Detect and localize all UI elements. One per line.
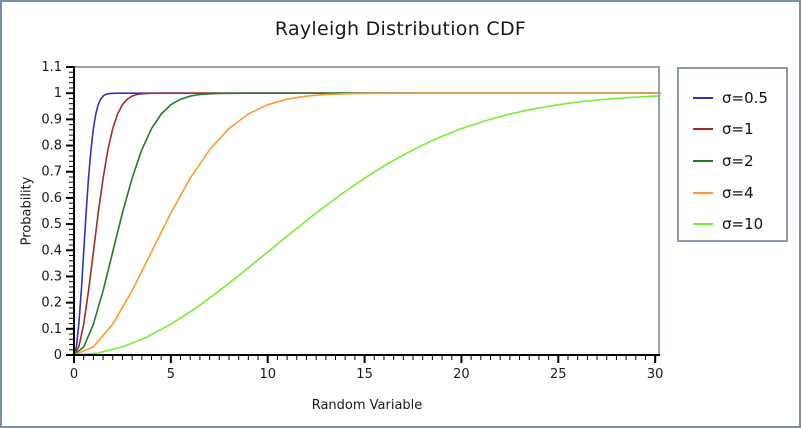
- legend-line-swatch: [693, 96, 713, 99]
- series-path-sigma-4: [73, 92, 661, 356]
- legend-item: σ=2: [693, 145, 786, 177]
- chart-title: Rayleigh Distribution CDF: [274, 18, 527, 40]
- legend-label: σ=1: [722, 120, 754, 139]
- legend-line-swatch: [693, 191, 713, 194]
- y-axis-label: Probability: [19, 176, 35, 246]
- legend-item: σ=1: [693, 114, 786, 146]
- legend-line-swatch: [693, 223, 713, 226]
- legend-label: σ=4: [722, 183, 754, 202]
- legend-item: σ=10: [693, 208, 786, 240]
- x-axis-label: Random Variable: [311, 398, 423, 413]
- x-tick-label: 0: [70, 367, 78, 382]
- y-tick-label: 0.2: [41, 296, 62, 311]
- x-tick-label: 15: [356, 367, 373, 382]
- legend-label: σ=0.5: [722, 88, 768, 107]
- y-tick-label: 0.6: [41, 191, 62, 206]
- legend-label: σ=2: [722, 151, 754, 170]
- x-tick-label: 10: [259, 367, 276, 382]
- y-tick-label: 0.3: [41, 269, 62, 284]
- x-tick-label: 20: [453, 367, 470, 382]
- y-tick-label: 0: [54, 348, 62, 363]
- legend-item: σ=4: [693, 177, 786, 209]
- y-tick-label: 1.1: [41, 60, 62, 75]
- x-tick-label: 30: [647, 367, 664, 382]
- y-tick-label: 0.5: [41, 217, 62, 232]
- series-path-sigma-10: [73, 95, 661, 356]
- legend-item: σ=0.5: [693, 82, 786, 114]
- y-tick-label: 0.8: [41, 139, 62, 154]
- y-tick-label: 0.7: [41, 165, 62, 180]
- legend-line-swatch: [693, 159, 713, 162]
- legend-line-swatch: [693, 128, 713, 131]
- legend-label: σ=10: [722, 215, 764, 234]
- legend: σ=0.5 σ=1 σ=2 σ=4 σ=10: [677, 67, 788, 242]
- series-path-sigma-1: [73, 92, 661, 356]
- x-tick-label: 5: [167, 367, 175, 382]
- y-tick-label: 0.1: [41, 322, 62, 337]
- x-tick-label: 25: [550, 367, 567, 382]
- y-tick-label: 0.4: [41, 243, 62, 258]
- series-path-sigma-0-5: [73, 92, 661, 356]
- y-tick-label: 0.9: [41, 112, 62, 127]
- series-path-sigma-2: [73, 92, 661, 356]
- y-tick-label: 1: [54, 86, 62, 101]
